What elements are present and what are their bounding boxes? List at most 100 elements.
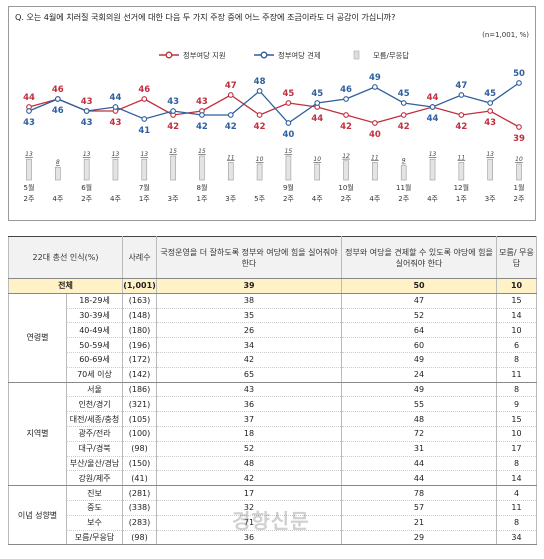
x-tick-week: 4주 <box>110 195 121 203</box>
bar-dk-label: 10 <box>256 156 264 163</box>
x-tick-week: 2주 <box>398 195 409 203</box>
series-point-1 <box>429 104 436 110</box>
bar-dk <box>429 158 436 181</box>
row-dk: 4 <box>496 485 538 501</box>
bar-dk <box>314 163 321 181</box>
row-dk: 14 <box>496 308 538 324</box>
bar-dk <box>487 158 493 181</box>
table-row: 연령별 18-29세 (163) 38 47 15 <box>8 293 538 383</box>
point-label-check: 46 <box>340 85 352 95</box>
x-tick-week: 1주 <box>139 195 150 203</box>
row-label: 서울 <box>65 382 124 398</box>
table-row-total: 전체 (1,001) 39 50 10 <box>7 278 538 294</box>
row-label: 부산/울산/경남 <box>65 456 124 472</box>
bar-dk <box>55 166 61 181</box>
table-row: 모름/무응답 (98) 36 29 34 <box>9 530 538 546</box>
row-dk: 10 <box>496 322 538 339</box>
series-point-1 <box>170 108 176 114</box>
row-label: 70세 이상 <box>65 367 124 383</box>
series-line-1 <box>28 82 520 124</box>
row-n: (321) <box>122 396 158 413</box>
x-tick-month: 8월 <box>196 183 207 192</box>
row-dk: 8 <box>496 456 538 472</box>
series-line-0 <box>28 94 520 128</box>
x-tick-week: 1주 <box>196 195 207 203</box>
total-label: 전체 <box>7 278 124 294</box>
group-label: 연령별 <box>8 293 67 383</box>
series-point-1 <box>458 92 465 98</box>
point-label-support: 42 <box>398 122 410 132</box>
row-check: 31 <box>341 441 498 457</box>
row-check: 60 <box>341 337 498 353</box>
series-point-0 <box>227 92 234 98</box>
bar-dk-label: 8 <box>56 159 60 166</box>
point-label-support: 39 <box>513 134 525 144</box>
point-label-support: 47 <box>225 81 237 91</box>
point-label-check: 46 <box>52 106 64 116</box>
row-dk: 10 <box>496 426 538 442</box>
row-dk: 11 <box>496 500 538 516</box>
table-row: 50-59세 (196) 34 60 6 <box>9 337 538 353</box>
row-check: 47 <box>341 293 498 309</box>
bar-dk <box>83 158 90 181</box>
bar-dk-label: 12 <box>342 153 350 160</box>
row-dk: 9 <box>496 396 538 413</box>
row-check: 29 <box>341 530 498 546</box>
row-n: (186) <box>122 382 158 398</box>
row-support: 52 <box>156 441 343 457</box>
x-tick-week: 4주 <box>312 195 323 203</box>
row-n: (148) <box>122 308 158 324</box>
row-dk: 8 <box>496 382 538 398</box>
row-support: 18 <box>156 426 343 442</box>
row-label: 50-59세 <box>65 337 124 353</box>
series-point-1 <box>314 100 321 106</box>
x-tick-week: 4주 <box>369 195 380 203</box>
legend-marker <box>165 51 173 59</box>
header-n: 사례수 <box>122 236 158 279</box>
bar-dk-label: 15 <box>169 148 177 155</box>
point-label-support: 42 <box>340 122 352 132</box>
total-n: (1,001) <box>122 278 158 294</box>
x-tick-week: 2주 <box>514 195 525 203</box>
row-support: 42 <box>156 470 343 487</box>
x-tick-week: 1주 <box>456 195 467 203</box>
results-table-wrap: 22대 총선 인식(%) 사례수 국정운영을 더 잘하도록 정부와 여당에 힘을… <box>7 236 538 546</box>
row-check: 72 <box>341 426 498 442</box>
row-check: 44 <box>341 470 498 487</box>
table-row: 대전/세종/충청 (105) 37 48 15 <box>9 411 538 427</box>
bar-dk <box>285 155 292 181</box>
bar-dk-label: 10 <box>515 156 523 163</box>
series-point-0 <box>516 124 522 130</box>
row-support: 36 <box>156 530 343 546</box>
row-label: 60-69세 <box>65 352 124 368</box>
row-check: 44 <box>341 456 498 472</box>
series-point-0 <box>141 96 148 102</box>
group-label: 지역별 <box>8 382 67 487</box>
row-support: 26 <box>156 322 343 339</box>
point-label-support: 43 <box>110 118 122 128</box>
point-label-check: 42 <box>225 122 237 132</box>
trend-line-chart: 정부여당 지원 정부여당 견제 모름/무응답 13 8 13 13 13 15 15 11 10 15 1… <box>23 50 525 203</box>
bar-dk <box>112 158 119 181</box>
question-text: Q. 오는 4월에 치러질 국회의원 선거에 대한 다음 두 가지 주장 중에 … <box>15 12 396 22</box>
bar-dk-label: 10 <box>313 156 321 163</box>
row-n: (196) <box>122 337 158 353</box>
point-label-check: 44 <box>110 93 122 103</box>
table-row: 보수 (283) 71 21 8 <box>9 515 538 531</box>
row-label: 대구/경북 <box>65 441 124 457</box>
bar-dk <box>26 158 32 181</box>
series-point-0 <box>400 112 407 118</box>
x-tick-month: 12월 <box>454 183 469 192</box>
bar-dk-label: 15 <box>285 148 293 155</box>
row-n: (180) <box>122 322 158 339</box>
row-support: 35 <box>156 308 343 324</box>
bar-dk-label: 13 <box>83 151 91 158</box>
row-dk: 11 <box>496 367 538 383</box>
row-n: (41) <box>122 470 158 487</box>
point-label-check: 43 <box>167 97 179 107</box>
point-label-support: 44 <box>23 93 35 103</box>
bar-dk-label: 13 <box>112 151 120 158</box>
bar-dk-label: 15 <box>198 148 206 155</box>
row-label: 강원/제주 <box>65 470 124 487</box>
point-label-check: 43 <box>23 118 35 128</box>
